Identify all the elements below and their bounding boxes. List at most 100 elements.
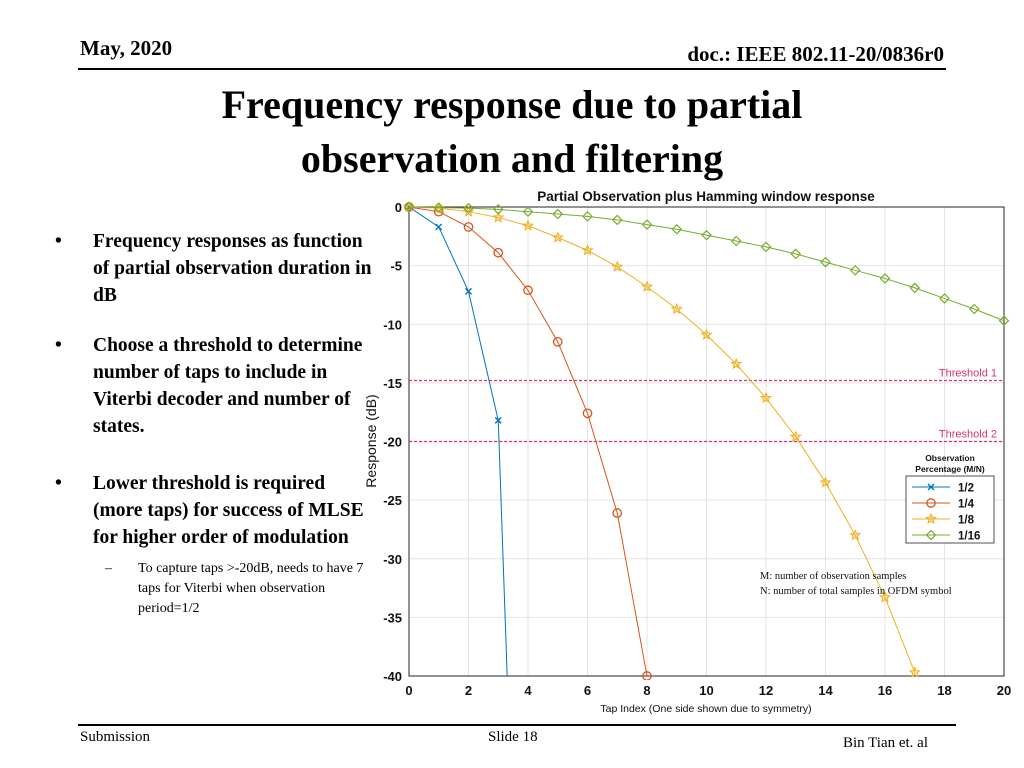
bullet-dot-icon: • <box>55 335 62 356</box>
legend-marker <box>927 483 935 491</box>
x-tick-label: 4 <box>524 683 532 698</box>
footer-divider <box>78 724 956 726</box>
data-point <box>789 430 802 442</box>
slide-title-line-1: Frequency response due to partial <box>221 82 803 127</box>
x-tick-label: 16 <box>878 683 892 698</box>
y-tick-label: -40 <box>383 669 402 684</box>
data-point <box>760 241 772 253</box>
annotation-line-1: M: number of observation samples <box>760 571 906 582</box>
x-tick-label: 12 <box>759 683 773 698</box>
footer-author: Bin Tian et. al <box>843 735 929 751</box>
threshold-lines: Threshold 1 Threshold 2 <box>409 368 1004 443</box>
series-4 <box>403 201 1010 327</box>
data-point <box>552 336 563 347</box>
data-point <box>612 508 623 518</box>
data-point <box>640 280 654 292</box>
bullet-text: Lower threshold is required (more taps) … <box>93 473 364 548</box>
series-1 <box>405 203 508 677</box>
series-lines <box>403 201 1010 680</box>
data-point <box>671 223 683 235</box>
data-point <box>463 222 474 232</box>
legend-entry-label: 1/16 <box>958 531 980 543</box>
threshold-label-2: Threshold 2 <box>939 429 997 441</box>
legend-marker <box>926 498 936 508</box>
data-point <box>582 211 593 222</box>
data-point <box>581 244 594 256</box>
bullet-dot-icon: • <box>55 231 62 252</box>
data-point <box>849 528 862 541</box>
y-tick-label: -20 <box>383 435 402 450</box>
y-tick-label: -10 <box>383 317 402 332</box>
data-point <box>819 476 832 488</box>
bullet-text: Choose a threshold to determine number o… <box>93 335 363 437</box>
sub-bullet-dash-icon: – <box>105 561 112 576</box>
data-point <box>759 391 773 404</box>
data-point <box>998 315 1010 327</box>
data-point <box>494 416 502 424</box>
series-line <box>408 206 648 677</box>
series-3 <box>403 201 921 678</box>
data-point <box>939 293 950 304</box>
header-divider <box>78 68 946 70</box>
x-tick-label: 2 <box>465 683 472 698</box>
data-point <box>878 591 892 603</box>
legend-entry-label: 1/8 <box>958 515 975 527</box>
data-point <box>968 303 980 315</box>
data-point <box>670 302 683 315</box>
series-line <box>408 206 916 673</box>
data-point <box>908 666 921 678</box>
data-point <box>790 248 802 260</box>
data-point <box>552 208 564 220</box>
data-point <box>463 202 474 214</box>
data-point <box>492 211 505 223</box>
header-date: May, 2020 <box>80 36 173 60</box>
data-point <box>641 219 653 230</box>
data-point <box>465 287 472 295</box>
footer-slide-number: Slide 18 <box>488 729 538 745</box>
series-line <box>408 206 1005 322</box>
y-tick-label: -15 <box>383 376 402 391</box>
data-point <box>730 357 743 370</box>
bullet-item: • Lower threshold is required (more taps… <box>55 470 375 619</box>
legend-marker <box>925 529 937 541</box>
data-point <box>493 247 504 258</box>
bullet-item: • Frequency responses as function of par… <box>55 228 375 309</box>
data-point <box>820 256 831 268</box>
header-doc-id: doc.: IEEE 802.11-20/0836r0 <box>687 42 944 66</box>
x-axis-label: Tap Index (One side shown due to symmetr… <box>600 703 811 715</box>
legend-title-line-1: Observation <box>925 453 975 463</box>
legend-marker <box>924 512 938 525</box>
sub-bullet-item: – To capture taps >-20dB, needs to have … <box>55 559 375 619</box>
y-axis-label: Response (dB) <box>363 394 379 487</box>
x-tick-label: 6 <box>584 683 591 698</box>
bullet-list: • Frequency responses as function of par… <box>55 228 375 642</box>
slide-title: Frequency response due to partial observ… <box>120 78 904 186</box>
data-point <box>521 219 535 231</box>
legend-title-line-2: Percentage (M/N) <box>915 464 985 474</box>
data-point <box>879 273 891 284</box>
data-point <box>403 201 415 213</box>
legend-entry-label: 1/2 <box>958 483 974 495</box>
x-tick-label: 8 <box>643 683 650 698</box>
data-point <box>433 202 445 213</box>
y-tick-label: 0 <box>395 200 402 215</box>
legend-box <box>905 475 995 544</box>
x-tick-label: 20 <box>997 683 1011 698</box>
data-point <box>435 223 443 231</box>
axis-ticks: 0 2 4 6 8 10 12 14 16 18 20 0 -5 -10 -15 -20 -25 -30 -35 -4… <box>383 200 1011 698</box>
data-point <box>611 260 624 272</box>
y-tick-label: -35 <box>383 610 402 625</box>
chart-title: Partial Observation plus Hamming window … <box>537 189 875 204</box>
footer-submission: Submission <box>80 729 151 745</box>
data-point <box>462 205 475 217</box>
slide-title-line-2: observation and filtering <box>300 136 724 181</box>
x-tick-label: 10 <box>699 683 713 698</box>
y-tick-label: -30 <box>383 552 402 567</box>
data-point <box>582 408 593 419</box>
x-tick-label: 0 <box>405 683 412 698</box>
data-point <box>492 203 504 215</box>
annotation-line-2: N: number of total samples in OFDM symbo… <box>760 586 952 597</box>
data-point <box>701 229 712 241</box>
data-point <box>551 231 564 243</box>
